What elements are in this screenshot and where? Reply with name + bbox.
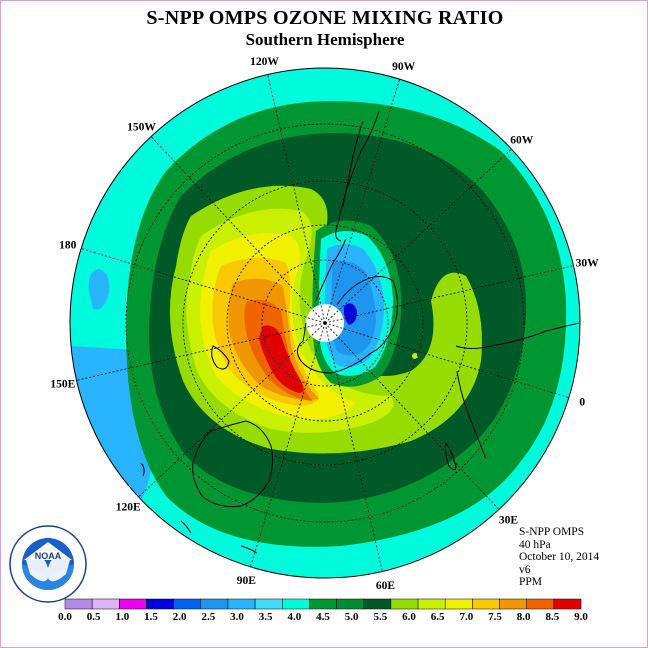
meridian-line (250, 322, 326, 567)
colorbar-swatch (363, 598, 392, 610)
colorbar-swatch (526, 598, 555, 610)
info-version: v6 (519, 563, 531, 576)
meridian-label: 180 (59, 239, 77, 251)
ozone-hole-minimum (343, 303, 357, 325)
meridian-line (324, 148, 512, 324)
colorbar-swatch (173, 598, 202, 610)
meridian-labels: 90W 60W 30W 0 30E 60E 90E 120E 150E 180 150W 120W (50, 56, 599, 592)
colorbar-tick-label: 7.0 (459, 611, 473, 623)
meridian-label: 30E (499, 515, 519, 527)
info-date: October 10, 2014 (519, 551, 600, 564)
colorbar-swatch (254, 598, 283, 610)
meridian-label: 120W (250, 56, 279, 68)
info-block: S-NPP OMPS 40 hPa October 10, 2014 v6 PP… (519, 526, 599, 589)
meridian-label: 60E (376, 580, 396, 592)
info-level: 40 hPa (519, 538, 551, 551)
colorbar-tick-label: 5.5 (373, 611, 387, 623)
map-title: S-NPP OMPS OZONE MIXING RATIO (146, 7, 504, 29)
meridian-line (324, 79, 400, 324)
noaa-logo-text: NOAA (35, 551, 62, 561)
colorbar-tick-label: 8.5 (545, 611, 559, 623)
colorbar-tick-label: 3.5 (259, 611, 273, 623)
colorbar-swatch (309, 598, 337, 610)
meridian-label: 60W (510, 135, 534, 147)
colorbar-tick-label: 6.5 (431, 611, 445, 623)
meridian-line (150, 136, 326, 324)
colorbar-tick-label: 0.5 (87, 611, 101, 623)
colorbar-tick-label: 4.0 (287, 611, 301, 623)
colorbar-tick-label: 1.0 (115, 611, 129, 623)
meridian-label: 150E (50, 379, 75, 391)
colorbar-tick-label: 5.0 (345, 611, 359, 623)
colorbar: 0.0 0.5 1.0 1.5 2.0 2.5 3.0 3.5 4.0 4.5 5.0 5.5 6.0 6… (58, 598, 588, 623)
colorbar-tick-label: 2.0 (173, 611, 187, 623)
map-boundary (69, 67, 581, 579)
meridian-line (267, 74, 326, 324)
colorbar-swatch (390, 598, 419, 610)
colorbar-swatch (472, 598, 500, 610)
colorbar-tick-label: 3.0 (230, 611, 244, 623)
colorbar-swatch (146, 598, 174, 610)
graticule (76, 74, 574, 572)
info-instrument: S-NPP OMPS (519, 526, 585, 538)
colorbar-swatch (417, 598, 446, 610)
meridian-label: 90W (392, 61, 416, 73)
colorbar-swatch (227, 598, 256, 610)
ozone-dot (412, 353, 418, 359)
colorbar-tick-label: 8.0 (517, 611, 531, 623)
meridian-label: 30W (576, 257, 600, 269)
meridian-label: 0 (579, 397, 585, 409)
ozone-level-8.5 (259, 325, 304, 393)
colorbar-swatch (91, 598, 120, 610)
meridian-line (324, 322, 383, 572)
colorbar-tick-label: 1.5 (144, 611, 158, 623)
colorbar-swatch (282, 598, 310, 610)
info-units: PPM (519, 576, 543, 589)
colorbar-tick-label: 2.5 (201, 611, 215, 623)
colorbar-swatch (119, 598, 147, 610)
meridian-line (138, 322, 326, 498)
meridian-label: 150W (127, 121, 156, 133)
colorbar-tick-label: 7.5 (488, 611, 502, 623)
meridian-line (324, 322, 569, 398)
colorbar-swatch (499, 598, 527, 610)
colorbar-swatch (336, 598, 364, 610)
colorbar-swatch (553, 598, 582, 610)
meridian-line (76, 322, 326, 381)
colorbar-swatch (200, 598, 229, 610)
meridian-line (324, 265, 574, 324)
map-subtitle: Southern Hemisphere (245, 30, 405, 49)
coastlines (140, 110, 580, 554)
colorbar-swatch (444, 598, 473, 610)
ozone-patch-west (88, 269, 110, 310)
colorbar-tick-label: 4.5 (316, 611, 330, 623)
colorbar-tick-label: 6.0 (402, 611, 416, 623)
meridian-line (81, 248, 326, 324)
colorbar-tick-label: 0.0 (58, 611, 72, 623)
meridian-label: 90E (237, 575, 257, 587)
colorbar-tick-label: 9.0 (574, 611, 588, 623)
meridian-label: 120E (116, 501, 141, 513)
meridian-line (324, 322, 500, 510)
noaa-logo: NOAA (9, 525, 87, 603)
colorbar-swatch (64, 598, 93, 610)
